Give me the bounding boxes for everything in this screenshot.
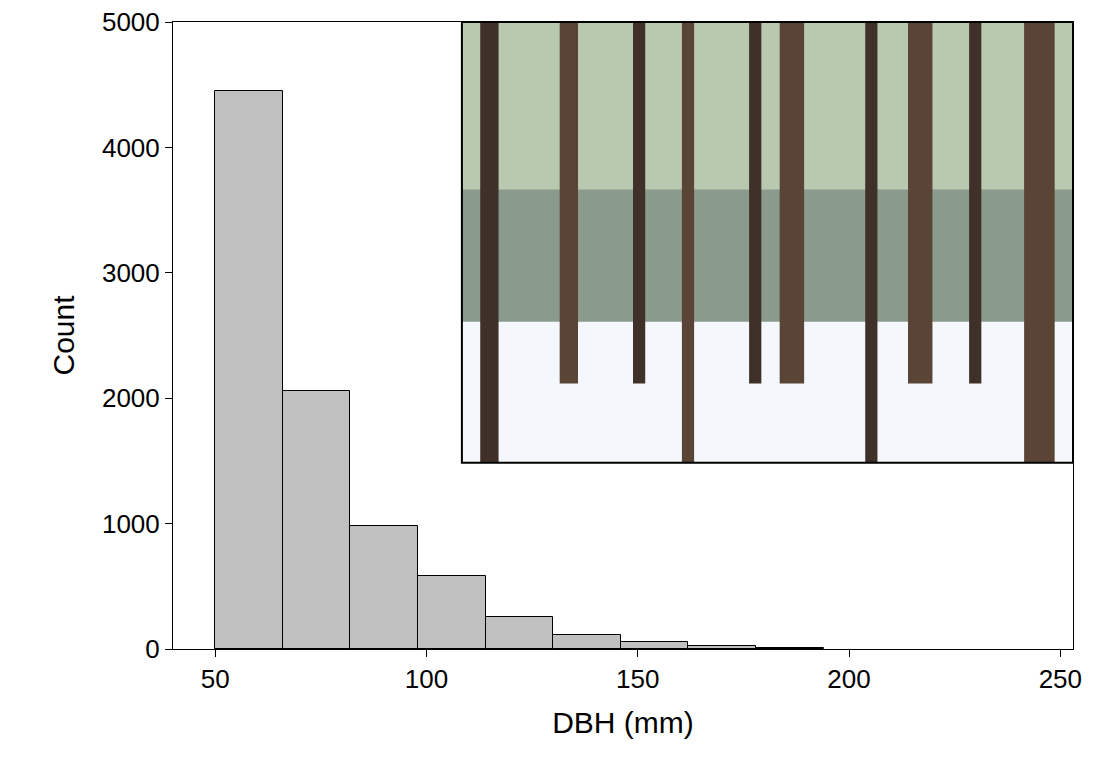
svg-text:0: 0 — [145, 634, 159, 664]
svg-text:Count: Count — [47, 295, 80, 376]
svg-text:100: 100 — [405, 664, 448, 694]
svg-text:200: 200 — [827, 664, 870, 694]
svg-text:1000: 1000 — [102, 509, 160, 539]
svg-text:250: 250 — [1039, 664, 1082, 694]
svg-text:150: 150 — [616, 664, 659, 694]
svg-text:DBH (mm): DBH (mm) — [552, 706, 694, 739]
svg-text:2000: 2000 — [102, 383, 160, 413]
svg-text:3000: 3000 — [102, 258, 160, 288]
svg-text:5000: 5000 — [102, 7, 160, 37]
svg-text:4000: 4000 — [102, 133, 160, 163]
svg-text:50: 50 — [201, 664, 230, 694]
